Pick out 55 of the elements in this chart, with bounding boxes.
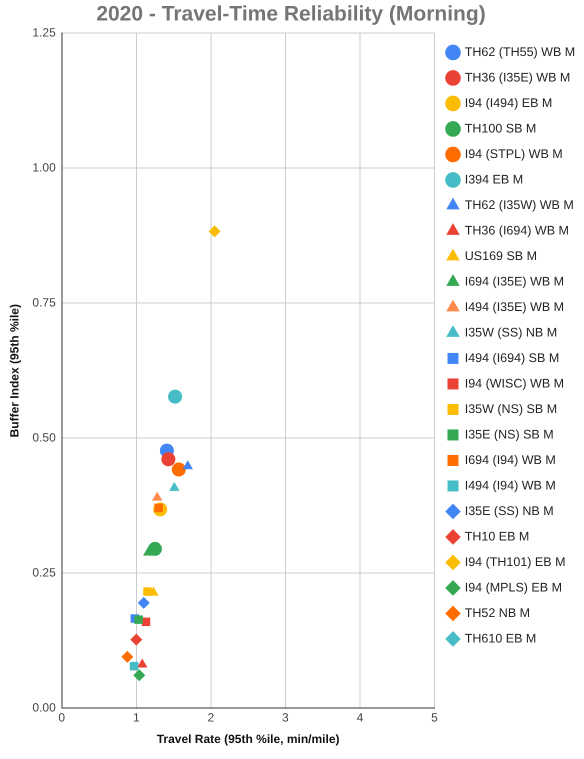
y-tick-label: 0.50 <box>32 430 56 445</box>
legend-label: I394 EB M <box>464 172 524 186</box>
point <box>143 587 152 596</box>
y-tick-label: 1.25 <box>32 26 56 40</box>
legend-label: TH62 (I35W) WB M <box>464 198 574 212</box>
legend-label: I494 (I35E) WB M <box>464 300 564 314</box>
point <box>138 596 150 609</box>
legend-label: I35E (NS) SB M <box>464 427 554 442</box>
legend-label: I35E (SS) NB M <box>464 504 554 518</box>
legend-label: TH36 (I35E) WB M <box>464 70 570 84</box>
legend-label: TH10 EB M <box>464 529 530 544</box>
x-tick-label: 4 <box>356 710 364 725</box>
point <box>152 492 162 501</box>
point <box>208 225 221 238</box>
legend-label: I94 (I494) EB M <box>464 96 552 110</box>
point <box>133 669 146 682</box>
point <box>168 390 182 404</box>
legend-label: I35W (SS) NB M <box>464 325 558 340</box>
x-axis-title: Travel Rate (95th %ile, min/mile) <box>156 732 340 746</box>
chart-title: 2020 - Travel-Time Reliability (Morning) <box>96 2 486 26</box>
y-tick-label: 0.25 <box>32 566 56 580</box>
legend-label: I35W (NS) SB M <box>464 402 558 416</box>
x-tick-label: 2 <box>208 710 215 725</box>
y-tick-label: 0.00 <box>32 700 56 715</box>
legend-label: US169 SB M <box>464 248 538 263</box>
point <box>143 546 154 556</box>
x-tick-label: 3 <box>282 710 290 725</box>
y-axis-title: Buffer Index (95th %ile) <box>8 304 22 438</box>
x-tick-label: 1 <box>132 710 140 725</box>
point <box>182 460 193 470</box>
legend-label: I694 (I35E) WB M <box>464 274 564 288</box>
y-tick-label: 0.75 <box>32 296 56 310</box>
point <box>130 662 138 670</box>
point <box>134 615 143 624</box>
legend-label: I94 (WISC) WB M <box>464 376 564 390</box>
legend-label: TH62 (TH55) WB M <box>464 44 576 59</box>
legend-label: I494 (I94) WB M <box>464 478 556 492</box>
legend-label: I494 (I694) SB M <box>464 350 560 365</box>
legend-label: I94 (TH101) EB M <box>464 554 566 569</box>
legend-label: I94 (MPLS) EB M <box>464 580 562 594</box>
legend-label: TH52 NB M <box>464 606 530 620</box>
point <box>169 482 180 491</box>
point <box>137 658 148 668</box>
legend-label: TH100 SB M <box>464 121 536 136</box>
legend-label: I94 (STPL) WB M <box>464 146 563 161</box>
x-tick-label: 5 <box>431 710 438 725</box>
point <box>130 634 142 646</box>
legend-label: I694 (I94) WB M <box>464 452 556 467</box>
y-tick-label: 1.00 <box>32 160 56 175</box>
x-tick-label: 0 <box>58 710 66 725</box>
point <box>172 462 186 477</box>
point <box>161 452 176 466</box>
point <box>121 650 134 663</box>
legend-label: TH610 EB M <box>464 631 536 646</box>
legend-label: TH36 (I694) WB M <box>464 223 569 238</box>
